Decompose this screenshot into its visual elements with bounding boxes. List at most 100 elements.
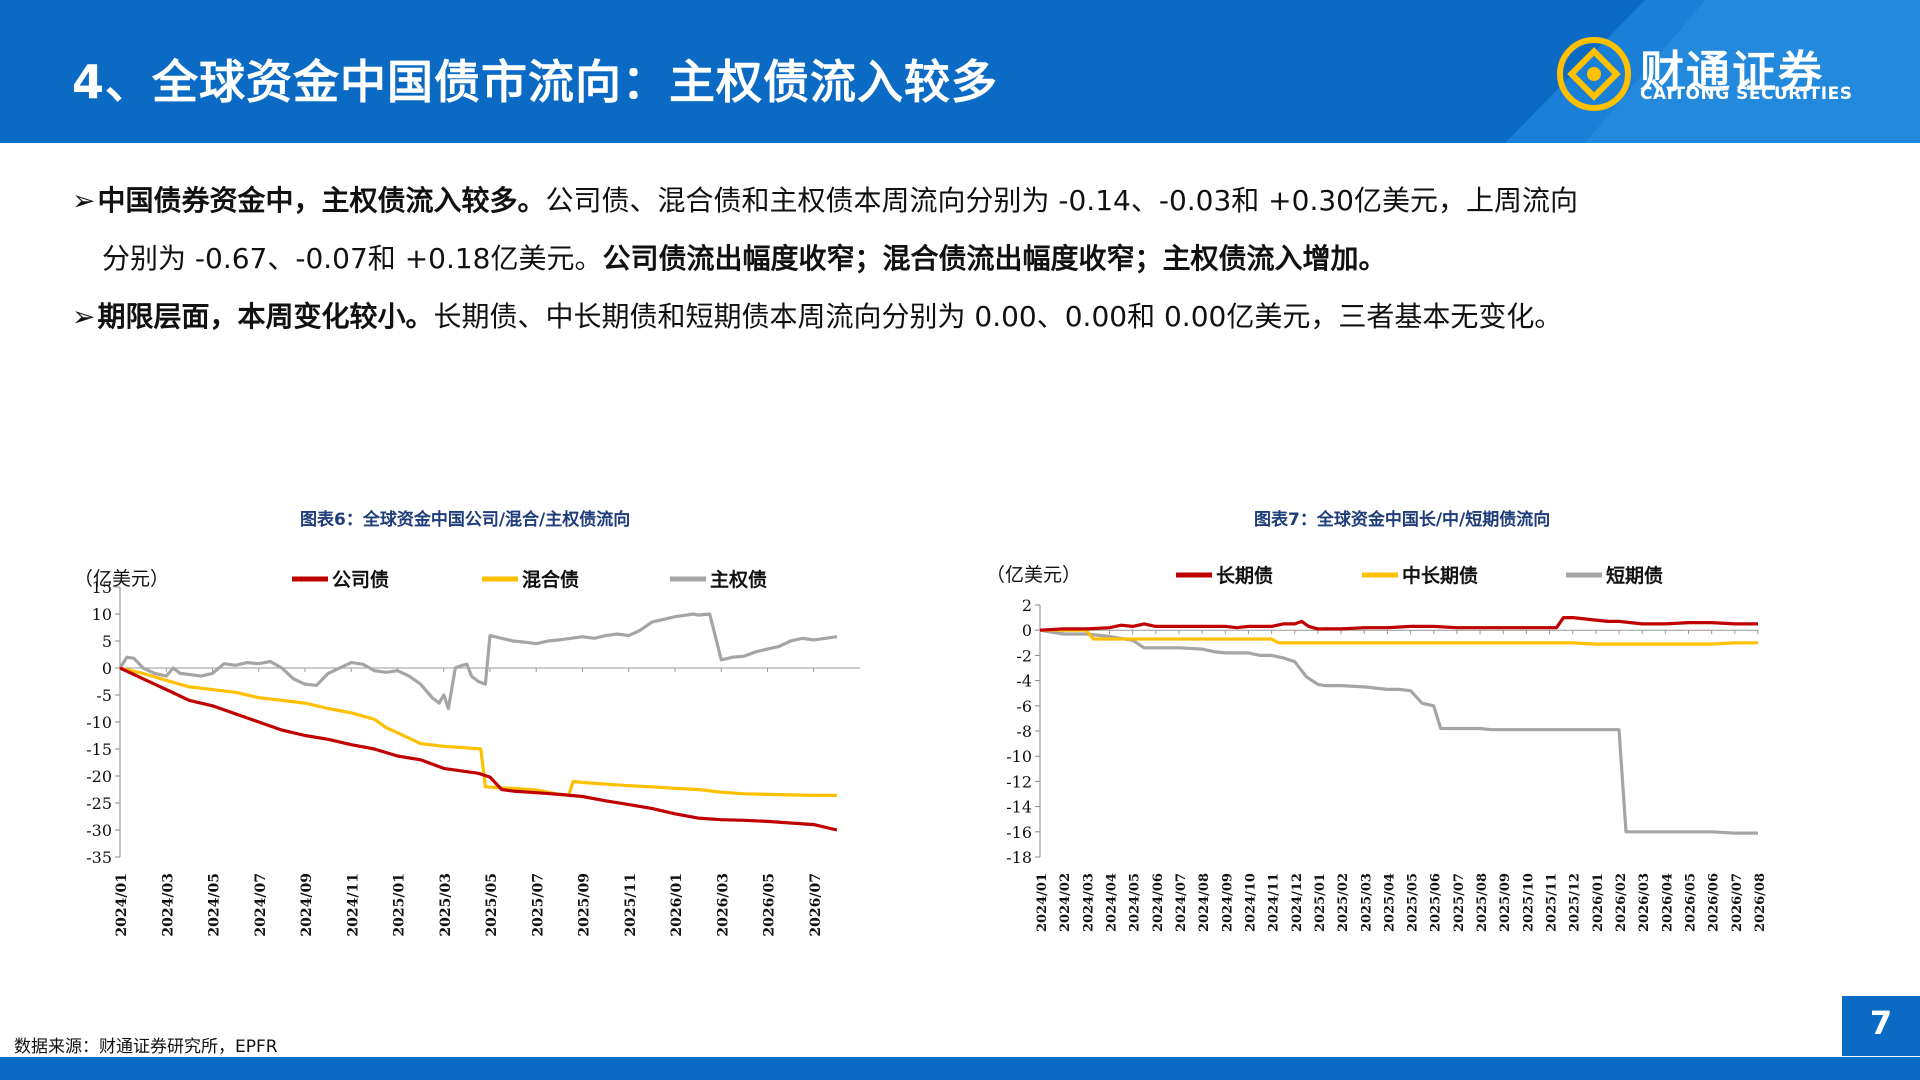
x-tick-label-2: 2024/03: [1081, 873, 1096, 932]
legend-label-0: 公司债: [332, 568, 389, 591]
x-tick-label-26: 2026/03: [1637, 873, 1652, 932]
x-tick-label-5: 2024/11: [345, 873, 361, 937]
legend-label-1: 混合债: [522, 568, 579, 591]
chart-7-title: 图表7：全球资金中国长/中/短期债流向: [1254, 510, 1551, 530]
data-source: 数据来源：财通证券研究所，EPFR: [14, 1037, 278, 1057]
y-tick-label-10: -35: [86, 848, 112, 867]
y-tick-label-10: -18: [1006, 848, 1032, 867]
y-tick-label-4: -6: [1016, 697, 1032, 716]
x-tick-label-17: 2025/06: [1429, 873, 1444, 932]
legend-label-1: 中长期债: [1402, 564, 1478, 587]
y-tick-label-1: 10: [92, 605, 112, 624]
series-line-1: [1040, 628, 1758, 646]
y-tick-label-2: -2: [1016, 646, 1032, 665]
page-badge: [1842, 996, 1920, 1056]
y-tick-label-8: -25: [86, 794, 112, 813]
series-line-2: [118, 612, 838, 711]
x-tick-label-0: 2024/01: [1035, 873, 1050, 932]
x-tick-label-0: 2024/01: [114, 873, 130, 937]
x-tick-label-15: 2025/04: [1382, 873, 1397, 932]
y-tick-label-0: 2: [1022, 596, 1032, 615]
y-tick-label-7: -12: [1006, 772, 1032, 791]
legend-label-0: 长期债: [1216, 564, 1273, 587]
x-tick-label-10: 2024/11: [1267, 873, 1282, 932]
bullet-arrow-icon: ➢: [72, 184, 96, 217]
x-tick-label-6: 2024/07: [1174, 873, 1189, 932]
series-line-0: [119, 666, 838, 832]
bullet-1: ➢中国债券资金中，主权债流入较多。公司债、混合债和主权债本周流向分别为 -0.1…: [72, 172, 1872, 230]
x-tick-label-10: 2025/09: [577, 873, 593, 937]
y-tick-label-7: -20: [86, 767, 112, 786]
bullet-1-bold: 中国债券资金中，主权债流入较多。: [97, 184, 546, 217]
x-tick-label-25: 2026/02: [1614, 873, 1629, 932]
x-tick-label-9: 2024/10: [1243, 873, 1258, 932]
x-tick-label-14: 2025/03: [1359, 873, 1374, 932]
caitong-logo-icon: [1557, 37, 1631, 111]
y-tick-label-9: -16: [1006, 823, 1032, 842]
y-tick-label-5: -10: [86, 713, 112, 732]
x-tick-label-7: 2024/08: [1197, 873, 1212, 932]
x-tick-label-31: 2026/08: [1753, 873, 1768, 932]
page-title: 4、全球资金中国债市流向：主权债流入较多: [72, 55, 999, 109]
x-tick-label-27: 2026/04: [1660, 873, 1675, 932]
y-tick-label-8: -14: [1006, 798, 1032, 817]
chart-6-corporate-hybrid-sovereign: （亿美元） 公司债 混合债 主权债 15 10 5 0 -5 -10 -15 -20 -25 -30 -35…: [74, 568, 860, 937]
x-tick-label-4: 2024/05: [1128, 873, 1143, 932]
x-tick-label-30: 2026/07: [1730, 873, 1745, 932]
page-number: 7: [1869, 1004, 1893, 1042]
x-tick-label-28: 2026/05: [1684, 873, 1699, 932]
footer-bar: [0, 1057, 1920, 1080]
logo-text-cn: 财通证券: [1640, 47, 1824, 98]
y-tick-label-4: -5: [96, 686, 112, 705]
x-tick-label-7: 2025/03: [438, 873, 454, 937]
series-line-2: [1039, 628, 1758, 835]
x-tick-label-21: 2025/10: [1521, 873, 1536, 932]
bullet-2-text: 长期债、中长期债和短期债本周流向分别为 0.00、0.00和 0.00亿美元，三…: [433, 300, 1563, 333]
x-tick-label-19: 2025/08: [1475, 873, 1490, 932]
bullet-1-text: 公司债、混合债和主权债本周流向分别为 -0.14、-0.03和 +0.30亿美元…: [545, 184, 1578, 217]
x-tick-label-1: 2024/03: [160, 873, 176, 937]
x-tick-label-5: 2024/06: [1151, 873, 1166, 932]
y-tick-label-5: -8: [1016, 722, 1032, 741]
x-tick-label-12: 2026/01: [669, 873, 685, 937]
y-tick-label-3: -4: [1016, 672, 1032, 691]
x-tick-label-18: 2025/07: [1452, 873, 1467, 932]
x-tick-label-3: 2024/04: [1104, 873, 1119, 932]
bullet-arrow-icon: ➢: [72, 300, 96, 333]
x-tick-label-9: 2025/07: [530, 873, 546, 937]
x-tick-label-12: 2025/01: [1313, 873, 1328, 932]
x-tick-label-11: 2024/12: [1290, 873, 1305, 932]
x-tick-label-15: 2026/07: [808, 873, 824, 937]
x-tick-label-2: 2024/05: [207, 873, 223, 937]
x-tick-label-4: 2024/09: [299, 873, 315, 937]
y-tick-label-9: -30: [86, 821, 112, 840]
bullet-2-bold: 期限层面，本周变化较小。: [97, 300, 434, 333]
y-tick-label-6: -10: [1006, 747, 1032, 766]
logo-text-en: CAITONG SECURITIES: [1640, 84, 1853, 104]
y-tick-label-6: -15: [86, 740, 112, 759]
x-tick-label-20: 2025/09: [1498, 873, 1513, 932]
x-tick-label-3: 2024/07: [253, 873, 269, 937]
legend-label-2: 短期债: [1606, 564, 1663, 587]
x-tick-label-13: 2026/03: [715, 873, 731, 937]
x-tick-label-16: 2025/05: [1406, 873, 1421, 932]
y-tick-label-2: 5: [102, 632, 112, 651]
bullet-2: ➢期限层面，本周变化较小。长期债、中长期债和短期债本周流向分别为 0.00、0.…: [72, 288, 1872, 346]
x-tick-label-22: 2025/11: [1545, 873, 1560, 932]
summary-bullets: ➢中国债券资金中，主权债流入较多。公司债、混合债和主权债本周流向分别为 -0.1…: [72, 172, 1872, 346]
y-tick-label-1: 0: [1022, 621, 1032, 640]
series-line-1: [119, 666, 837, 797]
bullet-1-continued: 分别为 -0.67、-0.07和 +0.18亿美元。公司债流出幅度收窄；混合债流…: [72, 230, 1872, 288]
x-tick-label-24: 2026/01: [1591, 873, 1606, 932]
x-tick-label-6: 2025/01: [392, 873, 408, 937]
y-unit-label: （亿美元）: [986, 564, 1081, 586]
chart-7-long-mid-short: （亿美元） 长期债 中长期债 短期债 2 0 -2 -4 -6 -8 -10 -12 -14 -16 -18…: [986, 564, 1768, 932]
x-tick-label-11: 2025/11: [623, 873, 639, 937]
chart-6-title: 图表6：全球资金中国公司/混合/主权债流向: [300, 510, 631, 530]
x-tick-label-8: 2024/09: [1220, 873, 1235, 932]
x-tick-label-1: 2024/02: [1058, 873, 1073, 932]
x-tick-label-8: 2025/05: [484, 873, 500, 937]
y-unit-label: （亿美元）: [74, 568, 169, 590]
x-tick-label-29: 2026/06: [1707, 873, 1722, 932]
y-tick-label-3: 0: [102, 659, 112, 678]
